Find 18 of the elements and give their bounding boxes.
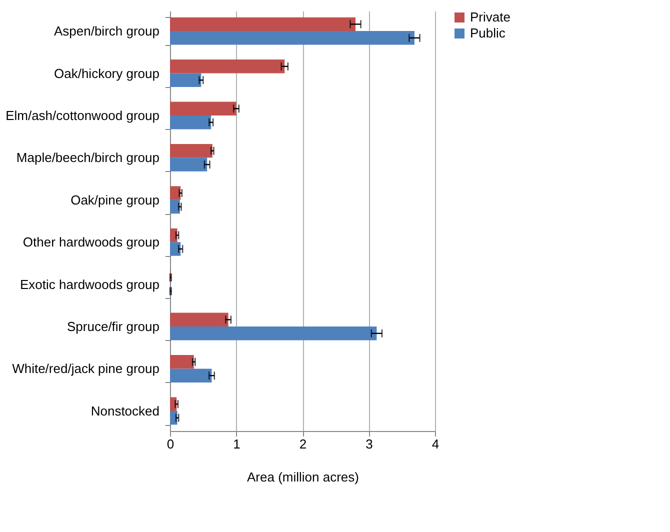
- y-tick-label: Spruce/fir group: [67, 319, 160, 334]
- y-tick-label: Maple/beech/birch group: [16, 150, 160, 166]
- y-tick-label: Nonstocked: [90, 403, 160, 418]
- y-tick-label: Other hardwoods group: [22, 234, 160, 250]
- x-tick-label: 4: [432, 436, 440, 452]
- y-tick-label: Elm/ash/cottonwood group: [6, 108, 160, 123]
- y-tick-label: Oak/pine group: [70, 192, 160, 208]
- x-tick-label: 0: [166, 436, 174, 452]
- y-tick-label: Aspen/birch group: [54, 24, 160, 39]
- y-tick-label: White/red/jack pine group: [12, 361, 160, 376]
- legend-label: Private: [470, 10, 510, 24]
- x-tick-label: 2: [299, 436, 307, 452]
- legend-label: Public: [470, 26, 506, 40]
- x-tick-label: 1: [233, 436, 240, 452]
- x-tick-label: 3: [366, 436, 373, 452]
- y-tick-label: Exotic hardwoods group: [20, 276, 160, 292]
- y-tick-label: Oak/hickory group: [54, 66, 160, 81]
- x-axis-title: Area (million acres): [247, 470, 359, 484]
